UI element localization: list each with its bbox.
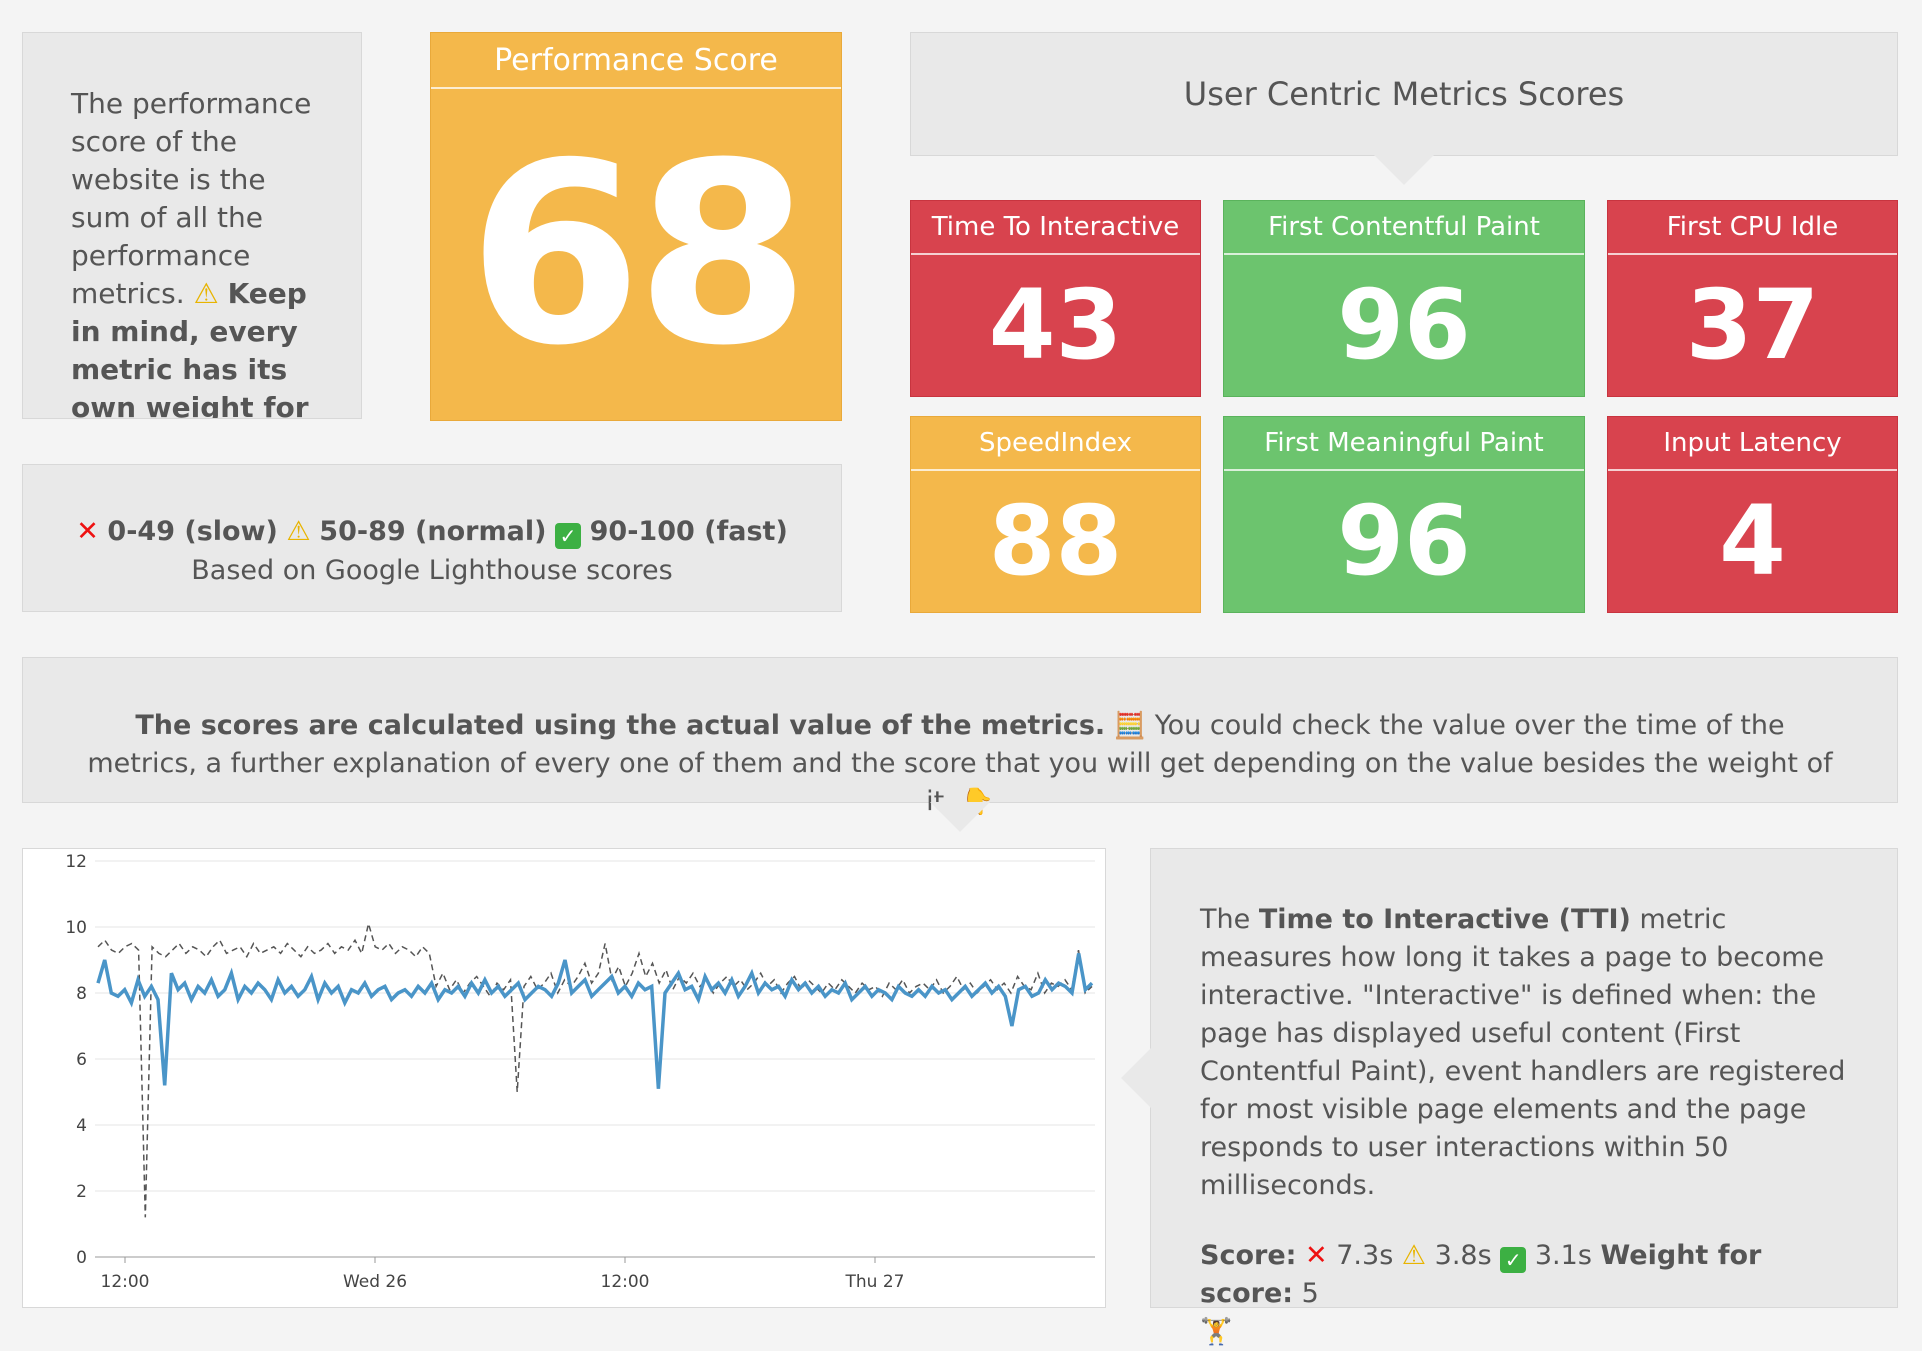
cross-icon: ✕ [1305,1240,1328,1271]
tti-description: The Time to Interactive (TTI) metric mea… [1200,901,1857,1205]
legend-fast: 90-100 (fast) [589,516,788,547]
warning-icon: ⚠ [286,516,311,547]
weight-label: Weight for score: [1200,1240,1762,1309]
metric-value: 88 [988,485,1123,597]
user-centric-metrics-header: User Centric Metrics Scores [910,32,1898,156]
metric-label: Time To Interactive [911,201,1200,255]
pointing-down-icon: 👇 [961,787,994,817]
x-tick-label: 12:00 [601,1272,650,1292]
metric-tile-first-meaningful-paint[interactable]: First Meaningful Paint 96 [1223,416,1585,613]
performance-score-tile[interactable]: Performance Score 68 [430,32,842,421]
warning-icon: ⚠ [193,277,219,310]
metric-value: 37 [1685,269,1820,381]
tti-score-line: Score: ✕ 7.3s ⚠ 3.8s ✓ 3.1s Weight for s… [1200,1237,1857,1351]
metric-label: First CPU Idle [1608,201,1897,255]
metric-tile-speed-index[interactable]: SpeedIndex 88 [910,416,1201,613]
tti-metric-name: Time to Interactive (TTI) [1258,904,1631,935]
metric-label: First Contentful Paint [1224,201,1584,255]
tti-body: metric measures how long it takes a page… [1200,904,1846,1201]
legend-ranges: ✕ 0-49 (slow) ⚠ 50-89 (normal) ✓ 90-100 … [23,512,841,551]
score-legend-panel: ✕ 0-49 (slow) ⚠ 50-89 (normal) ✓ 90-100 … [22,464,842,612]
slow-value: 7.3s [1336,1240,1394,1271]
fast-value: 3.1s [1534,1240,1592,1271]
normal-value: 3.8s [1434,1240,1492,1271]
metric-tile-input-latency[interactable]: Input Latency 4 [1607,416,1898,613]
y-tick-label: 10 [65,918,87,938]
tti-prefix: The [1200,904,1259,935]
metric-tile-first-cpu-idle[interactable]: First CPU Idle 37 [1607,200,1898,397]
cross-icon: ✕ [76,516,99,547]
performance-score-value: 68 [468,108,810,400]
metric-tile-time-to-interactive[interactable]: Time To Interactive 43 [910,200,1201,397]
y-tick-label: 12 [65,852,87,872]
y-tick-label: 6 [76,1050,87,1070]
tti-timeseries-chart[interactable]: 0 2 4 6 8 10 12 12:00 Wed 26 12:00 Thu 27 [22,848,1106,1308]
metric-value: 96 [1337,485,1471,597]
metric-label: First Meaningful Paint [1224,417,1584,471]
user-centric-metrics-title: User Centric Metrics Scores [1183,75,1625,113]
weight-value: 5 [1301,1278,1319,1309]
abacus-icon: 🧮 [1113,711,1147,741]
metric-tile-first-contentful-paint[interactable]: First Contentful Paint 96 [1223,200,1585,397]
performance-score-title: Performance Score [431,33,841,89]
explanation-bold: The scores are calculated using the actu… [135,710,1106,741]
weightlifter-icon: 🏋 [1200,1317,1233,1347]
check-icon: ✓ [1500,1247,1527,1273]
metric-label: Input Latency [1608,417,1897,471]
description-bold-text: Keep in mind, every metric has its own w… [71,277,309,419]
scores-explanation-panel: The scores are calculated using the actu… [22,657,1898,817]
legend-normal: 50-89 (normal) [319,516,547,547]
chart-svg[interactable]: 0 2 4 6 8 10 12 12:00 Wed 26 12:00 Thu 27 [23,849,1105,1307]
x-tick-label: 12:00 [101,1272,150,1292]
legend-source: Based on Google Lighthouse scores [191,555,673,586]
warning-icon: ⚠ [1401,1240,1427,1271]
y-tick-label: 0 [76,1248,87,1268]
legend-slow: 0-49 (slow) [107,516,278,547]
score-label: Score: [1200,1240,1297,1271]
y-tick-label: 4 [76,1116,87,1136]
check-icon: ✓ [555,523,582,549]
performance-description-panel: The performance score of the website is … [22,32,362,419]
series-line-solid [96,953,1094,1089]
y-tick-label: 2 [76,1182,87,1202]
metric-value: 96 [1337,269,1471,381]
x-tick-label: Wed 26 [343,1272,407,1292]
y-tick-label: 8 [76,984,87,1004]
metric-label: SpeedIndex [911,417,1200,471]
x-tick-label: Thu 27 [845,1272,905,1292]
series-line-dashed [97,920,1093,1218]
metric-value: 4 [1719,485,1786,597]
description-text: The performance score of the website is … [71,87,312,310]
tti-description-panel: The Time to Interactive (TTI) metric mea… [1150,848,1898,1347]
metric-value: 43 [988,269,1123,381]
